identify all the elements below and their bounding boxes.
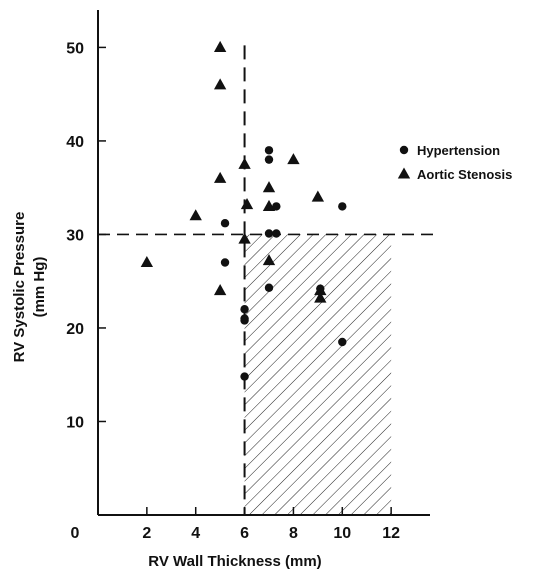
hypertension-point (240, 316, 249, 325)
x-tick-label: 6 (240, 525, 249, 542)
hypertension-point (264, 229, 274, 238)
axis-titles: RV Wall Thickness (mm) RV Systolic Press… (11, 212, 322, 570)
hypertension-point (338, 202, 347, 211)
hypertension-point (264, 146, 274, 155)
hypertension-point (272, 202, 281, 211)
series-hypertension (220, 146, 347, 381)
aortic-stenosis-point (240, 198, 254, 210)
hypertension-point (272, 229, 281, 238)
hypertension-point (338, 337, 347, 347)
aortic-stenosis-point (189, 209, 202, 221)
legend-label-aortic-stenosis: Aortic Stenosis (417, 167, 512, 182)
hypertension-point (220, 219, 230, 228)
hypertension-point (264, 155, 274, 164)
aortic-stenosis-point (213, 78, 227, 90)
shaded-region-layer (244, 234, 392, 515)
aortic-stenosis-point (314, 284, 327, 296)
y-tick-label: 50 (66, 40, 84, 57)
aortic-stenosis-point (287, 153, 300, 165)
data-points (140, 40, 347, 381)
y-axis-subtitle: (mm Hg) (31, 257, 48, 318)
legend-marker-aortic-stenosis (397, 167, 411, 179)
axes (97, 10, 430, 516)
y-tick-label: 10 (66, 414, 84, 431)
series-aortic-stenosis (140, 40, 327, 303)
aortic-stenosis-point (213, 40, 227, 52)
aortic-stenosis-point (311, 190, 325, 202)
aortic-stenosis-point (314, 291, 327, 303)
aortic-stenosis-point (213, 284, 227, 296)
aortic-stenosis-point (238, 157, 251, 169)
y-tick-label: 40 (66, 134, 84, 151)
x-tick-label: 4 (191, 525, 200, 542)
hypertension-point (264, 283, 274, 292)
x-tick-label: 2 (142, 525, 151, 542)
legend: Hypertension Aortic Stenosis (397, 143, 512, 182)
y-tick-label: 30 (66, 227, 84, 244)
tick-labels: 2 4 6 8 10 12 10 20 30 40 50 0 (66, 40, 400, 542)
aortic-stenosis-point (262, 199, 276, 211)
x-axis-title: RV Wall Thickness (mm) (148, 553, 321, 570)
aortic-stenosis-point (262, 181, 276, 193)
legend-label-hypertension: Hypertension (417, 143, 500, 158)
hypertension-point (240, 372, 249, 381)
legend-marker-hypertension (399, 145, 409, 155)
aortic-stenosis-point (262, 254, 276, 266)
x-tick-label: 10 (333, 525, 351, 542)
origin-label: 0 (71, 525, 80, 542)
shaded-region (244, 234, 392, 515)
aortic-stenosis-point (140, 256, 154, 268)
y-axis-title: RV Systolic Pressure (11, 212, 28, 363)
x-tick-label: 12 (382, 525, 400, 542)
aortic-stenosis-point (238, 232, 251, 244)
y-tick-label: 20 (66, 321, 84, 338)
hypertension-point (240, 305, 249, 314)
x-tick-label: 8 (289, 525, 298, 542)
hypertension-point (220, 258, 230, 267)
aortic-stenosis-point (213, 171, 227, 183)
